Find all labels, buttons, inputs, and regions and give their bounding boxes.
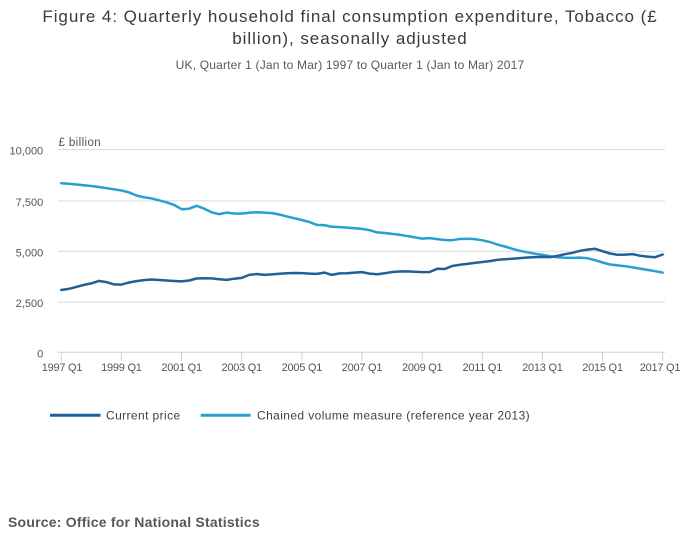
svg-text:2009 Q1: 2009 Q1 bbox=[402, 362, 443, 374]
svg-text:2,500: 2,500 bbox=[16, 298, 44, 310]
svg-text:2007 Q1: 2007 Q1 bbox=[342, 362, 383, 374]
svg-text:5,000: 5,000 bbox=[16, 247, 44, 259]
svg-text:2003 Q1: 2003 Q1 bbox=[221, 362, 262, 374]
svg-text:2005 Q1: 2005 Q1 bbox=[282, 362, 323, 374]
svg-text:Current price: Current price bbox=[106, 409, 181, 423]
svg-text:1999 Q1: 1999 Q1 bbox=[101, 362, 142, 374]
svg-text:2001 Q1: 2001 Q1 bbox=[161, 362, 202, 374]
svg-text:0: 0 bbox=[37, 348, 43, 360]
svg-text:£ billion: £ billion bbox=[59, 137, 102, 149]
svg-text:Chained volume measure (refere: Chained volume measure (reference year 2… bbox=[257, 409, 530, 423]
svg-text:7,500: 7,500 bbox=[16, 197, 44, 209]
svg-text:10,000: 10,000 bbox=[10, 146, 44, 158]
svg-text:2013 Q1: 2013 Q1 bbox=[522, 362, 563, 374]
svg-text:2015 Q1: 2015 Q1 bbox=[582, 362, 623, 374]
svg-text:1997 Q1: 1997 Q1 bbox=[42, 362, 83, 374]
svg-text:2017 Q1: 2017 Q1 bbox=[640, 362, 681, 374]
svg-text:2011 Q1: 2011 Q1 bbox=[462, 362, 502, 374]
